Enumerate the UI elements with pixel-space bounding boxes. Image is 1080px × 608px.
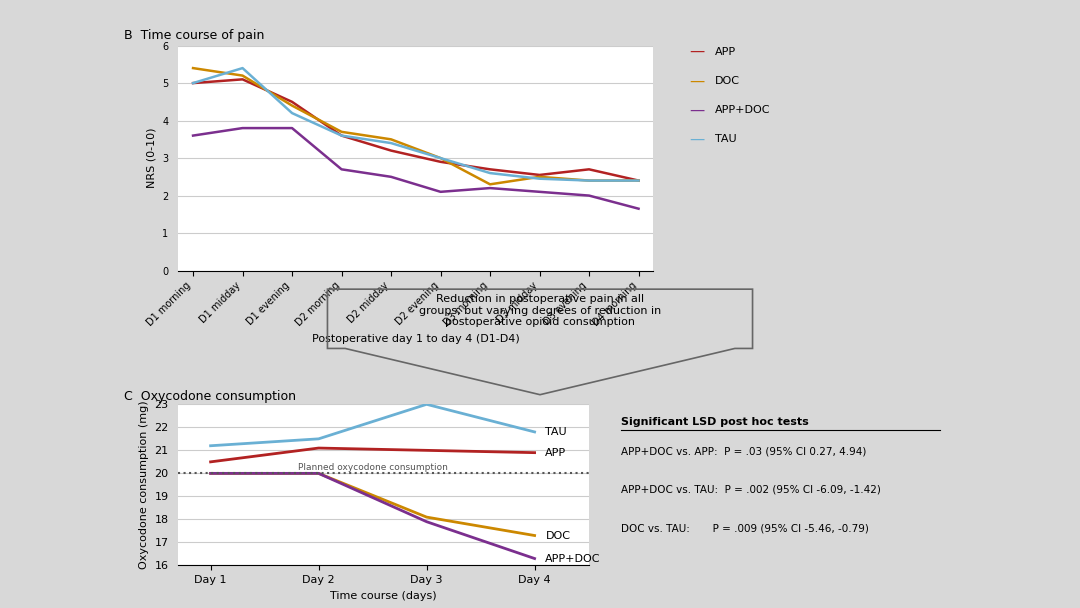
Text: TAU: TAU (715, 134, 737, 144)
Text: Reduction in postoperative pain in all
groups, but varying degrees of reduction : Reduction in postoperative pain in all g… (419, 294, 661, 327)
Text: DOC: DOC (545, 531, 570, 541)
Text: TAU: TAU (545, 427, 567, 437)
Text: APP+DOC vs. APP:  P = .03 (95% CI 0.27, 4.94): APP+DOC vs. APP: P = .03 (95% CI 0.27, 4… (621, 446, 866, 456)
Text: Planned oxycodone consumption: Planned oxycodone consumption (298, 463, 447, 472)
Text: Significant LSD post hoc tests: Significant LSD post hoc tests (621, 417, 809, 427)
Text: APP+DOC: APP+DOC (715, 105, 770, 115)
Text: APP+DOC: APP+DOC (545, 553, 600, 564)
X-axis label: Time course (days): Time course (days) (330, 591, 436, 601)
Y-axis label: NRS (0-10): NRS (0-10) (147, 128, 157, 188)
Text: —: — (689, 44, 704, 59)
Text: APP: APP (545, 447, 567, 458)
Text: —: — (689, 74, 704, 88)
Y-axis label: Oxycodone consumption (mg): Oxycodone consumption (mg) (138, 401, 149, 569)
Text: DOC vs. TAU:       P = .009 (95% CI -5.46, -0.79): DOC vs. TAU: P = .009 (95% CI -5.46, -0.… (621, 523, 869, 534)
X-axis label: Postoperative day 1 to day 4 (D1-D4): Postoperative day 1 to day 4 (D1-D4) (312, 334, 519, 344)
Text: APP+DOC vs. TAU:  P = .002 (95% CI -6.09, -1.42): APP+DOC vs. TAU: P = .002 (95% CI -6.09,… (621, 485, 881, 495)
Text: DOC: DOC (715, 76, 740, 86)
Text: —: — (689, 103, 704, 117)
Text: C  Oxycodone consumption: C Oxycodone consumption (124, 390, 296, 403)
Text: APP: APP (715, 47, 737, 57)
Text: —: — (689, 132, 704, 147)
Text: B  Time course of pain: B Time course of pain (124, 29, 265, 42)
